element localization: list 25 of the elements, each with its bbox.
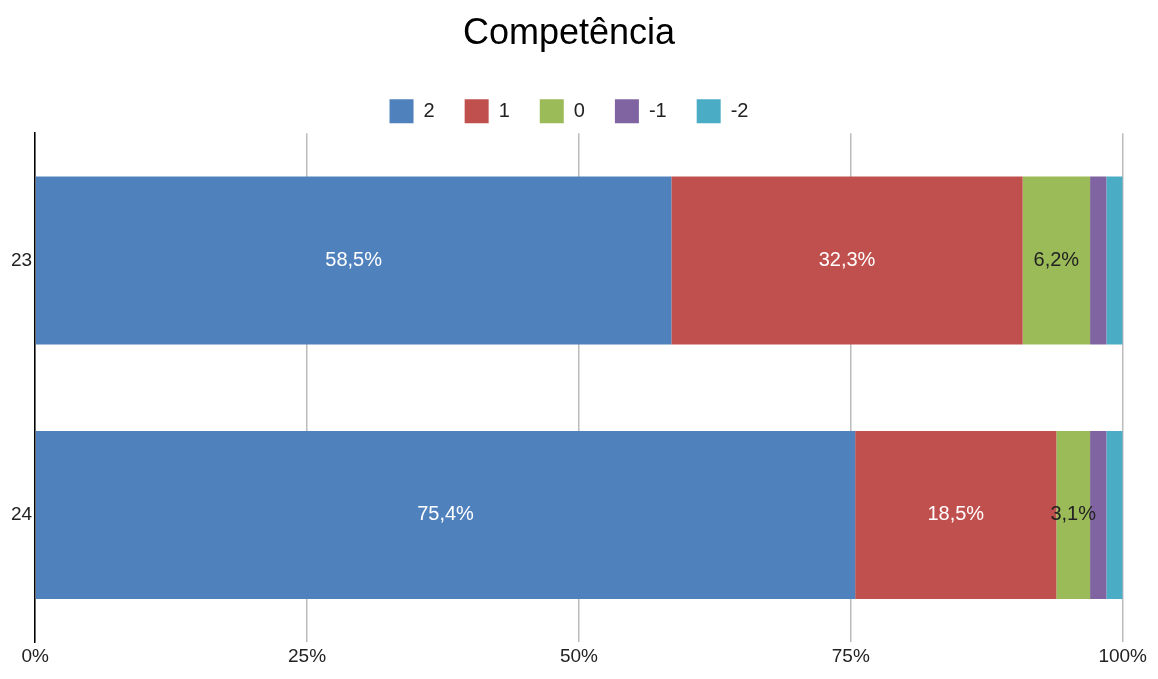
legend-label: -1	[648, 98, 667, 121]
bar	[671, 176, 1023, 345]
legend-label: 2	[423, 98, 435, 121]
data-label: 6,2%	[1033, 247, 1080, 270]
bar	[35, 176, 672, 345]
legend-label: 1	[498, 98, 510, 121]
chart-title: Competência	[462, 10, 677, 52]
x-tick-label: 0%	[21, 644, 49, 666]
bar	[1090, 176, 1107, 345]
bar	[35, 430, 856, 599]
x-tick-label: 75%	[831, 644, 870, 666]
x-tick-label: 25%	[288, 644, 327, 666]
y-tick-label: 24	[10, 503, 33, 525]
y-tick-label: 23	[10, 248, 33, 270]
data-label: 75,4%	[417, 502, 475, 525]
data-label: 18,5%	[927, 502, 985, 525]
x-tick-label: 100%	[1098, 644, 1148, 666]
bar	[1106, 176, 1123, 345]
bar	[1022, 176, 1091, 345]
legend-label: 0	[573, 98, 585, 121]
bar	[1106, 430, 1123, 599]
data-label: 32,3%	[818, 247, 876, 270]
x-tick-label: 50%	[559, 644, 599, 666]
data-label: 58,5%	[325, 247, 383, 270]
legend-label: -2	[730, 98, 749, 121]
